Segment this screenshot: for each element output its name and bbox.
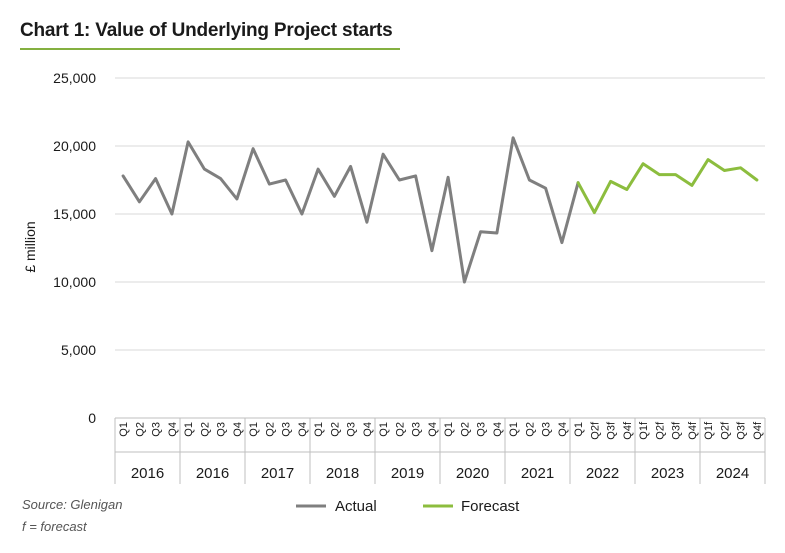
forecast-note: f = forecast	[22, 519, 87, 534]
x-tick-label: Q4f	[687, 421, 699, 440]
x-tick-label: Q3f	[606, 421, 618, 440]
y-tick-label: 20,000	[53, 138, 96, 154]
y-axis: 0 5,000 10,000 15,000 20,000 25,000	[53, 70, 96, 426]
year-label: 2016	[196, 465, 229, 482]
year-label: 2019	[391, 465, 424, 482]
y-tick-label: 5,000	[61, 342, 96, 358]
x-tick-label: Q4	[492, 422, 504, 437]
year-label: 2018	[326, 465, 359, 482]
year-label: 2022	[586, 465, 619, 482]
series-line-forecast	[576, 158, 759, 215]
x-tick-label: Q1	[378, 422, 390, 437]
year-label: 2017	[261, 465, 294, 482]
x-tick-label: Q1	[118, 422, 130, 437]
x-tick-label: Q1	[443, 422, 455, 437]
x-tick-label: Q2f	[719, 421, 731, 440]
x-tick-label: Q4f	[622, 421, 634, 440]
year-label: 2021	[521, 465, 554, 482]
x-tick-label: Q3	[151, 422, 163, 437]
x-tick-label: Q1	[508, 422, 520, 437]
source-note: Source: Glenigan	[22, 497, 123, 512]
x-tick-label: Q2	[264, 422, 276, 437]
x-tick-label: Q1	[183, 422, 195, 437]
x-tick-label: Q4	[557, 422, 569, 437]
x-tick-label: Q4	[297, 422, 309, 437]
x-tick-label: Q2	[394, 422, 406, 437]
year-label: 2024	[716, 465, 749, 482]
y-axis-label: £ million	[22, 221, 38, 272]
x-tick-label: Q2	[459, 422, 471, 437]
x-tick-label: Q4	[362, 422, 374, 437]
y-tick-label: 25,000	[53, 70, 96, 86]
legend-label-actual: Actual	[335, 498, 377, 515]
x-tick-label: Q2f	[654, 421, 666, 440]
x-tick-label: Q1f	[703, 421, 715, 440]
y-tick-label: 10,000	[53, 274, 96, 290]
x-tick-label: Q3	[281, 422, 293, 437]
x-tick-label: Q1	[313, 422, 325, 437]
x-tick-label: Q4f	[752, 421, 764, 440]
x-tick-label: Q1	[573, 422, 585, 437]
title-underline	[20, 48, 400, 50]
legend-label-forecast: Forecast	[461, 498, 520, 515]
series-lines	[121, 136, 759, 284]
y-tick-label: 0	[88, 410, 96, 426]
x-tick-label: Q3f	[671, 421, 683, 440]
x-tick-label: Q3	[541, 422, 553, 437]
x-tick-label: Q2	[329, 422, 341, 437]
x-tick-label: Q1f	[638, 421, 650, 440]
series-line-actual	[121, 136, 580, 284]
legend: Actual Forecast	[296, 498, 520, 515]
y-tick-label: 15,000	[53, 206, 96, 222]
x-tick-label: Q3f	[736, 421, 748, 440]
x-tick-label: Q2	[199, 422, 211, 437]
year-label: 2023	[651, 465, 684, 482]
year-label: 2020	[456, 465, 489, 482]
x-tick-label: Q2	[134, 422, 146, 437]
chart-title: Chart 1: Value of Underlying Project sta…	[20, 20, 393, 41]
x-tick-label: Q3	[216, 422, 228, 437]
x-tick-label: Q4	[232, 422, 244, 437]
x-tick-label: Q3	[346, 422, 358, 437]
x-tick-label: Q2f	[589, 421, 601, 440]
x-tick-label: Q3	[411, 422, 423, 437]
x-tick-label: Q4	[167, 422, 179, 437]
x-tick-label: Q3	[476, 422, 488, 437]
x-tick-label: Q4	[427, 422, 439, 437]
year-label: 2016	[131, 465, 164, 482]
x-tick-label: Q2	[524, 422, 536, 437]
x-axis: Q1 Q2 Q3 Q4 Q1 Q2 Q3 Q4 Q1 Q2 Q3 Q4 Q1 Q2 Q3 Q4 Q1 Q2 Q3 Q4…	[114, 417, 766, 484]
x-tick-label: Q1	[248, 422, 260, 437]
